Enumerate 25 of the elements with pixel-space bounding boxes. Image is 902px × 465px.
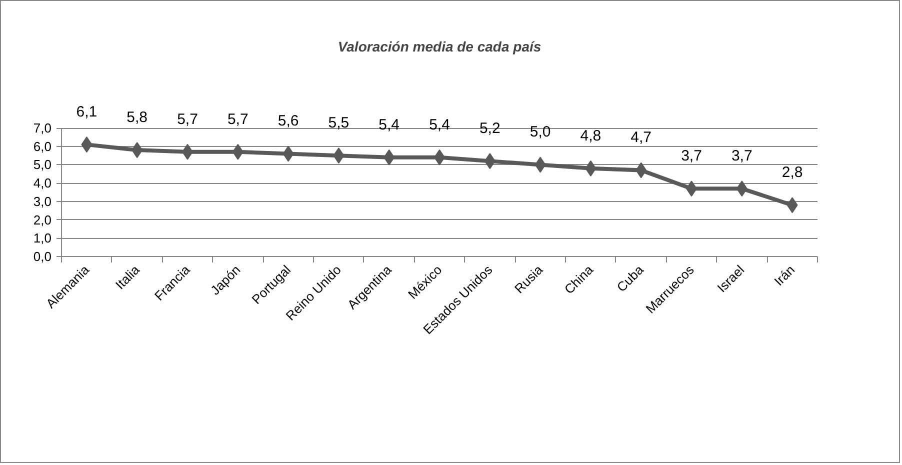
x-tick-label: Irán [771,262,798,289]
data-label: 2,8 [782,164,803,182]
data-label: 5,5 [328,114,350,132]
data-label: 5,7 [227,110,248,128]
y-tick-label: 5,0 [33,157,52,172]
data-label: 5,8 [126,109,148,126]
y-tick-label: 4,0 [33,176,52,191]
data-label: 6,1 [76,104,98,121]
y-tick-label: 2,0 [33,212,52,228]
data-label: 4,7 [630,129,652,146]
data-label: 5,2 [479,120,500,138]
data-label: 5,0 [530,124,551,141]
data-label: 5,6 [278,112,299,130]
y-tick-label: 3,0 [33,194,52,209]
y-tick-label: 0,0 [33,249,52,264]
data-label: 3,7 [731,148,752,165]
data-label: 5,4 [429,116,450,134]
data-label: 5,4 [378,116,400,134]
chart-title: Valoración media de cada país [338,38,542,54]
y-tick-label: 7,0 [33,120,52,136]
y-tick-label: 1,0 [33,230,52,246]
data-label: 5,7 [177,110,198,128]
data-label: 3,7 [681,148,702,165]
data-label: 4,8 [580,127,602,144]
y-tick-label: 6,0 [33,138,52,154]
